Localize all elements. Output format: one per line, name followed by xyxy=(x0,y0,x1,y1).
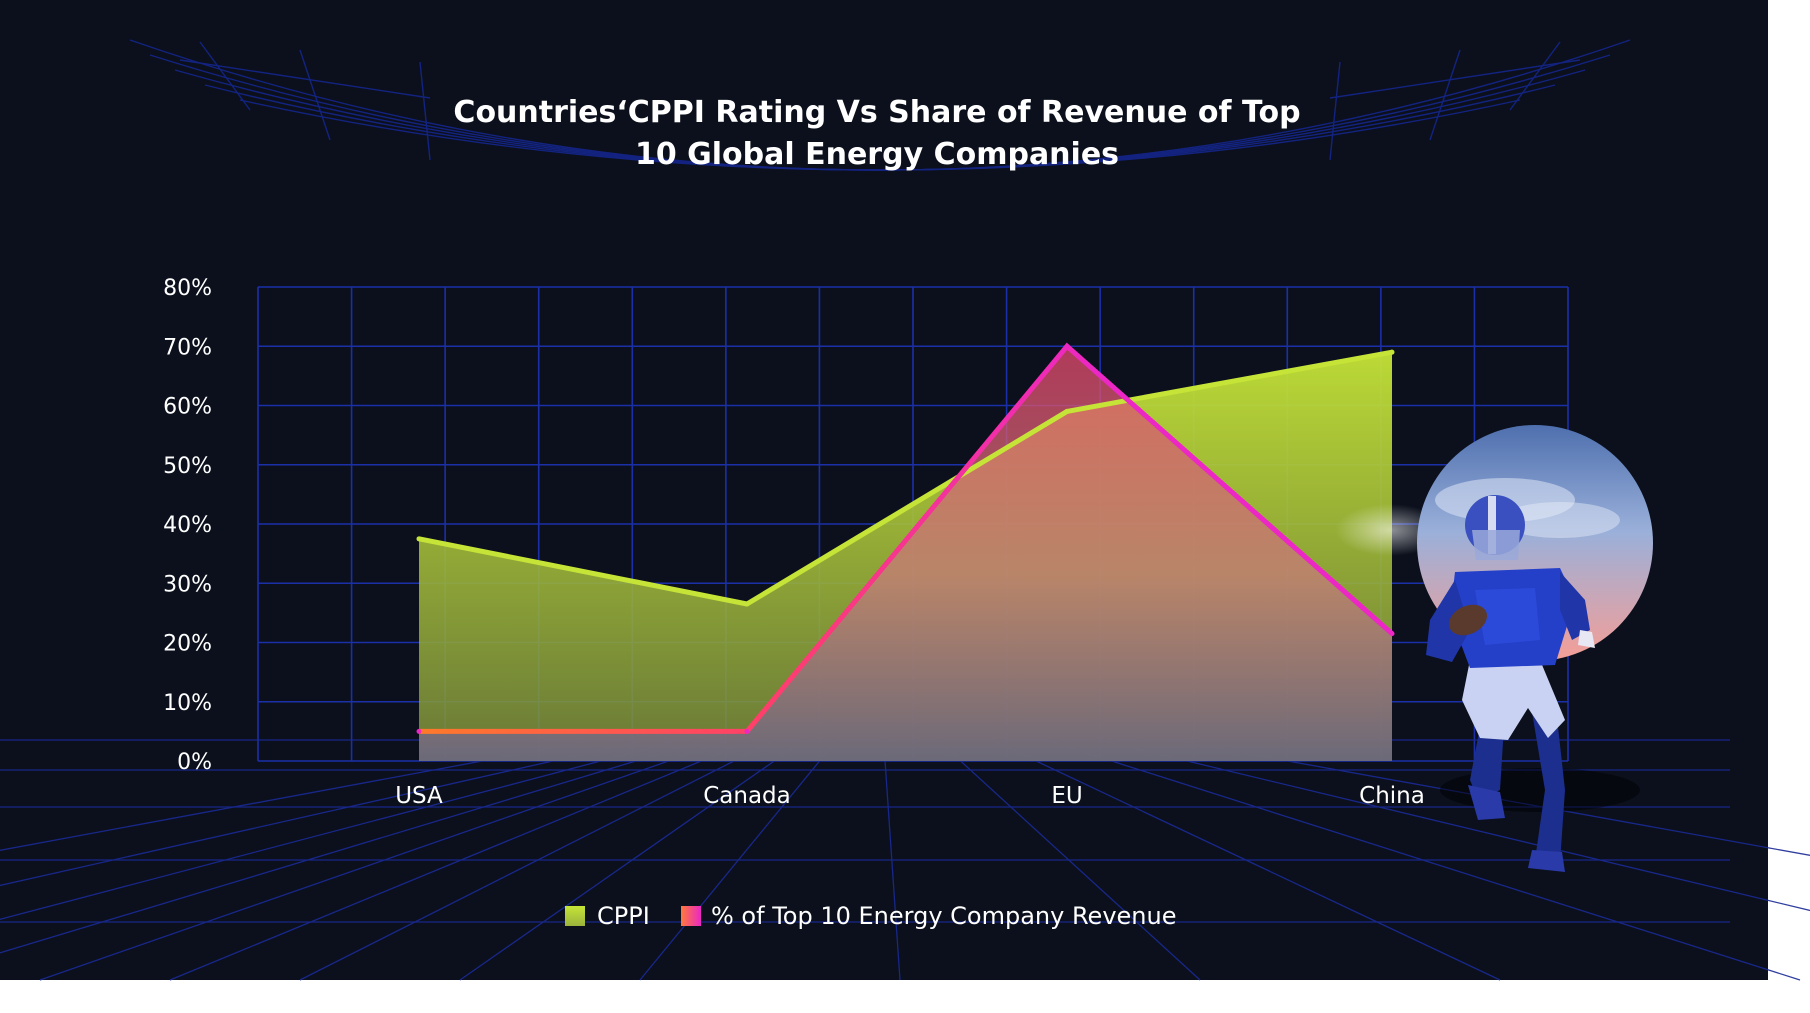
x-tick-label: China xyxy=(1359,783,1425,809)
floor-line xyxy=(39,739,730,981)
legend-label-cppi: CPPI xyxy=(597,902,650,930)
y-tick-label: 40% xyxy=(163,513,212,538)
legend-label-revenue: % of Top 10 Energy Company Revenue xyxy=(711,902,1176,930)
cppi-point xyxy=(1389,349,1395,355)
floor-line xyxy=(0,739,596,851)
data-points xyxy=(416,343,1395,734)
floor-line xyxy=(1171,739,1810,856)
revenue-point xyxy=(744,728,750,734)
cppi-point xyxy=(744,601,750,607)
revenue-point xyxy=(1389,631,1395,637)
floor-line xyxy=(299,739,776,981)
y-tick-label: 0% xyxy=(177,750,212,775)
x-axis-ticks: USA Canada EU China xyxy=(395,783,1425,809)
page-corner xyxy=(1768,980,1810,1013)
y-tick-label: 80% xyxy=(163,276,212,301)
floor-grid xyxy=(0,739,1810,981)
floor-line xyxy=(882,739,901,981)
y-tick-label: 10% xyxy=(163,691,212,716)
y-tick-label: 30% xyxy=(163,572,212,597)
football-player-icon xyxy=(1335,425,1653,872)
chart-title-line-1: Countries‘CPPI Rating Vs Share of Revenu… xyxy=(453,95,1300,130)
legend-swatch-revenue xyxy=(681,906,701,926)
cppi-point xyxy=(1064,408,1070,414)
cppi-point xyxy=(416,536,422,542)
y-tick-label: 50% xyxy=(163,454,212,479)
revenue-line xyxy=(419,342,1394,734)
floor-line xyxy=(991,739,1501,981)
floor-line xyxy=(1045,739,1801,981)
floor-line xyxy=(0,739,681,921)
revenue-area xyxy=(419,346,1392,761)
floor-line xyxy=(459,739,805,981)
floor-line xyxy=(937,739,1201,981)
arena-decoration xyxy=(129,39,1631,171)
y-tick-label: 70% xyxy=(163,335,212,360)
x-tick-label: EU xyxy=(1051,783,1082,809)
chart-title-line-2: 10 Global Energy Companies xyxy=(635,137,1119,172)
revenue-point xyxy=(1064,343,1070,349)
x-tick-label: Canada xyxy=(703,783,791,809)
legend-swatch-cppi xyxy=(565,906,585,926)
floor-line xyxy=(639,739,838,981)
cppi-line xyxy=(418,349,1393,607)
floor-line xyxy=(0,739,647,887)
y-tick-label: 60% xyxy=(163,395,212,420)
y-axis-ticks: 0% 10% 20% 30% 40% 50% 60% 70% 80% xyxy=(163,276,212,775)
x-tick-label: USA xyxy=(395,783,443,809)
revenue-point xyxy=(416,728,422,734)
legend: CPPI % of Top 10 Energy Company Revenue xyxy=(565,902,1176,930)
y-tick-label: 20% xyxy=(163,632,212,657)
floor-line xyxy=(0,739,706,954)
floor-line xyxy=(169,739,753,981)
floor-line xyxy=(1099,739,1810,912)
